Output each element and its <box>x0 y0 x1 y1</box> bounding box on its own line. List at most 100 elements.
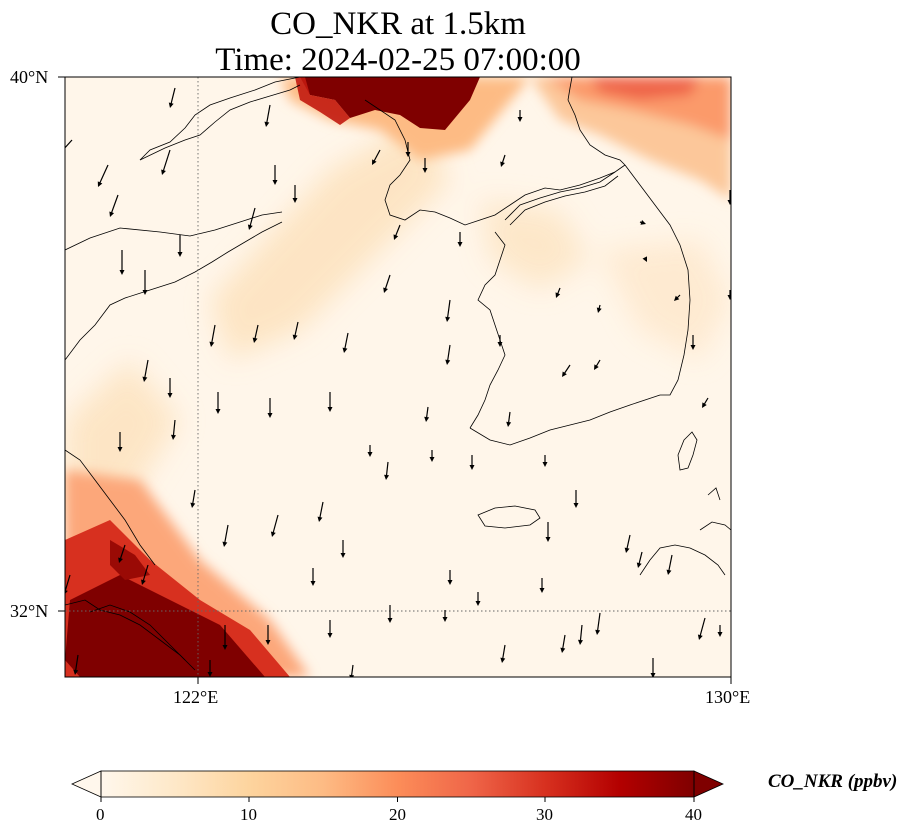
wind-arrow-head <box>624 547 630 553</box>
wind-arrow-head <box>545 537 551 542</box>
colorbar-tick-40: 40 <box>685 805 702 824</box>
lat-tick-32: 32°N <box>10 601 49 621</box>
wind-arrow-head <box>475 601 481 606</box>
wind-arrow-head <box>109 211 115 217</box>
wind-arrow <box>142 564 149 583</box>
wind-arrow <box>446 344 451 363</box>
wind-arrow-head <box>310 581 316 586</box>
wind-arrow <box>119 544 126 561</box>
wind-arrow <box>98 164 109 185</box>
colorbar-extend-max <box>693 770 724 798</box>
wind-arrow-head <box>177 252 183 257</box>
colorbar-gradient <box>101 771 694 797</box>
wind-arrow <box>294 321 299 338</box>
wind-arrow <box>172 419 176 438</box>
wind-arrow-head <box>252 337 258 343</box>
wind-arrow <box>143 359 149 380</box>
wind-arrow <box>254 324 259 341</box>
wind-arrow-head <box>445 316 451 322</box>
map-time-subtitle: Time: 2024-02-25 07:00:00 <box>215 42 581 78</box>
wind-arrow-head <box>640 220 646 225</box>
wind-arrow-head <box>690 345 696 350</box>
wind-arrow-head <box>65 590 68 594</box>
wind-arrow-head <box>190 502 196 508</box>
wind-arrow-head <box>265 640 271 645</box>
colorbar <box>71 770 724 802</box>
wind-arrow <box>223 524 229 545</box>
wind-arrow <box>110 194 119 215</box>
coastlines <box>65 77 731 671</box>
lon-tick-122: 122°E <box>173 687 219 707</box>
wind-arrow-head <box>292 198 298 203</box>
wind-arrow-head <box>445 359 451 365</box>
wind-arrow-head <box>383 287 388 293</box>
wind-arrow-head <box>342 347 348 353</box>
colorbar-extend-min <box>71 770 102 798</box>
wind-arrow-head <box>674 295 680 301</box>
wind-arrow <box>699 617 706 638</box>
wind-arrow <box>507 411 511 425</box>
co-concentration-field <box>65 77 731 677</box>
gridlines <box>65 77 731 677</box>
map-title: CO_NKR at 1.5km <box>270 6 526 42</box>
wind-arrow-head <box>340 553 346 558</box>
wind-arrow-head <box>457 242 463 247</box>
colorbar-tick-30: 30 <box>536 805 553 824</box>
wind-arrow-head <box>54 155 59 160</box>
map-frame <box>64 76 732 678</box>
wind-arrow-head <box>118 557 123 563</box>
wind-arrow-head <box>317 516 323 522</box>
wind-arrow-head <box>222 645 228 650</box>
wind-arrow <box>372 149 381 163</box>
wind-arrow-head <box>539 588 545 593</box>
wind-arrow-head <box>247 224 253 230</box>
wind-arrow-head <box>171 434 176 440</box>
wind-arrow-head <box>215 409 221 414</box>
wind-arrows <box>54 87 731 677</box>
wind-arrow-head <box>650 673 656 677</box>
wind-arrow-head <box>594 364 599 370</box>
wind-arrow-head <box>422 168 428 173</box>
wind-arrow-head <box>142 376 148 382</box>
lon-tick-130: 130°E <box>705 687 751 707</box>
wind-arrow-head <box>517 117 523 122</box>
wind-arrow <box>501 644 506 661</box>
wind-arrow <box>579 624 583 643</box>
wind-arrow-head <box>73 669 79 675</box>
colorbar-tick-0: 0 <box>96 805 105 824</box>
wind-arrow-head <box>405 152 411 157</box>
wind-arrow <box>65 574 71 593</box>
wind-arrow <box>249 207 256 228</box>
wind-arrow-head <box>161 169 166 175</box>
wind-arrow-head <box>207 672 213 677</box>
wind-arrow <box>596 612 601 633</box>
lat-tick-40: 40°N <box>10 67 49 87</box>
wind-arrow-head <box>387 618 393 623</box>
wind-arrow-head <box>596 307 602 313</box>
wind-arrow-head <box>327 633 333 638</box>
wind-arrow-head <box>393 234 399 240</box>
wind-arrow <box>668 554 673 573</box>
wind-arrow-head <box>573 503 579 508</box>
wind-arrow <box>384 274 391 291</box>
wind-arrow <box>626 534 631 551</box>
colorbar-tick-10: 10 <box>240 805 257 824</box>
wind-arrow-head <box>264 121 270 127</box>
wind-arrow <box>394 224 401 238</box>
wind-arrow-head <box>506 421 512 427</box>
wind-arrow-head <box>666 569 672 575</box>
wind-arrow-head <box>442 617 448 622</box>
wind-arrow <box>210 324 216 345</box>
wind-arrow <box>446 299 451 320</box>
wind-arrow-head <box>424 416 430 422</box>
wind-arrow-head <box>542 462 548 467</box>
wind-arrow <box>638 551 643 566</box>
wind-arrow-head <box>447 580 453 585</box>
wind-arrow-head <box>270 531 276 537</box>
wind-arrow <box>170 87 176 106</box>
wind-arrow <box>74 654 79 673</box>
wind-arrow-head <box>642 256 647 262</box>
wind-arrow-head <box>367 452 373 457</box>
wind-arrow <box>425 406 429 420</box>
